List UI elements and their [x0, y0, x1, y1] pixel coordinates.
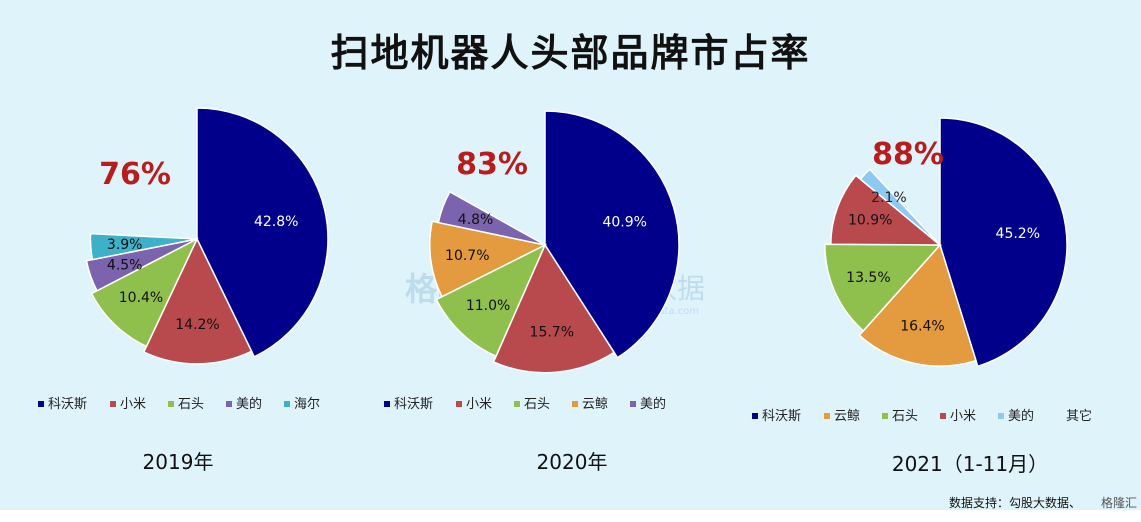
- legend-swatch: [384, 401, 390, 407]
- legend-label: 石头: [178, 397, 204, 412]
- pie-slice-label: 42.8%: [254, 214, 298, 230]
- legend-swatch: [456, 401, 462, 407]
- total-share-label: 76%: [99, 157, 171, 192]
- legend-label: 小米: [950, 409, 976, 424]
- legend: 科沃斯 小米 石头 云鲸 美的: [384, 396, 666, 412]
- chart-year-label: 2020年: [537, 450, 608, 474]
- bottom-strip: [0, 510, 1141, 522]
- pie-slice-label: 40.9%: [602, 215, 646, 231]
- pie-slice: [858, 243, 977, 367]
- legend-label: 美的: [236, 396, 262, 412]
- legend-label: 小米: [466, 397, 492, 412]
- legend-swatch: [38, 401, 44, 407]
- chart-year-label: 2019年: [143, 450, 214, 474]
- source-note: 数据支持：勾股大数据、: [948, 496, 1081, 510]
- legend-label: 其它: [1066, 408, 1092, 424]
- legend-swatch: [752, 413, 758, 419]
- pie-slice: [859, 168, 941, 246]
- total-share-label: 88%: [872, 137, 944, 172]
- legend-swatch: [168, 401, 174, 407]
- pie-slice: [437, 190, 546, 246]
- legend-swatch: [882, 413, 888, 419]
- legend-swatch: [998, 413, 1004, 419]
- legend-label: 美的: [1008, 408, 1034, 424]
- pie-chart-1: 42.8% 14.2% 10.4% 4.5% 3.9% 76% 科沃斯 小米 石头 美的 海尔 201…: [38, 107, 329, 474]
- chart-title: 扫地机器人头部品牌市占率: [330, 31, 811, 75]
- pie-slice-label: 10.7%: [445, 248, 489, 264]
- pie-slice: [429, 220, 548, 298]
- pie-slice-label: 14.2%: [175, 317, 219, 333]
- chart-year-label: 2021（1-11月）: [892, 452, 1048, 476]
- pie-slice-label: 13.5%: [846, 270, 890, 286]
- pie-slice: [435, 243, 547, 358]
- legend: 科沃斯 小米 石头 美的 海尔: [38, 396, 320, 412]
- legend: 科沃斯 云鲸 石头 小米 美的 其它: [752, 408, 1092, 424]
- legend-swatch: [572, 401, 578, 407]
- pie-slice-label: 16.4%: [900, 319, 944, 335]
- pie-slice: [142, 237, 253, 365]
- pie-slice-label: 10.9%: [848, 213, 892, 229]
- legend-label: 石头: [524, 397, 550, 412]
- legend-swatch: [630, 401, 636, 407]
- pie-slice: [196, 107, 329, 358]
- pie-slice-label: 10.4%: [119, 290, 163, 306]
- brand-mark: 格隆汇: [1100, 496, 1137, 510]
- legend-label: 科沃斯: [762, 409, 801, 424]
- legend-label: 美的: [640, 396, 666, 412]
- legend-label: 石头: [892, 409, 918, 424]
- legend-label: 小米: [120, 397, 146, 412]
- pie-slice: [939, 117, 1068, 368]
- pie-slice-label: 15.7%: [530, 325, 574, 341]
- legend-label: 云鲸: [834, 409, 860, 424]
- pie-slice: [90, 237, 199, 348]
- pie-slice-label: 4.8%: [458, 212, 494, 228]
- pie-slice: [830, 174, 943, 246]
- pie-slice-label: 2.1%: [871, 190, 907, 206]
- legend-swatch: [514, 401, 520, 407]
- pie-slice: [824, 243, 942, 332]
- pie-slice: [85, 238, 198, 292]
- legend-swatch: [824, 413, 830, 419]
- pie-slice-label: 3.9%: [107, 237, 143, 253]
- legend-swatch: [226, 401, 232, 407]
- legend-label: 海尔: [294, 397, 320, 412]
- legend-swatch: [284, 401, 290, 407]
- legend-label: 科沃斯: [394, 397, 433, 412]
- legend-swatch: [110, 401, 116, 407]
- pie-slice-label: 45.2%: [996, 226, 1040, 242]
- pie-chart-2: 40.9% 15.7% 11.0% 10.7% 4.8% 83% 科沃斯 小米 石头 云鲸 美的 20…: [384, 110, 680, 474]
- legend-label: 云鲸: [582, 397, 608, 412]
- pie-slice: [89, 232, 198, 261]
- legend-swatch: [940, 413, 946, 419]
- total-share-label: 83%: [456, 147, 528, 182]
- pie-slice: [492, 243, 616, 374]
- pie-slice-label: 4.5%: [107, 257, 143, 273]
- pie-slice-label: 11.0%: [466, 298, 510, 314]
- legend-label: 科沃斯: [48, 397, 87, 412]
- pie-chart-3: 45.2% 16.4% 13.5% 10.9% 2.1% 88% 科沃斯 云鲸 石头 小米 美的 其它…: [752, 117, 1092, 476]
